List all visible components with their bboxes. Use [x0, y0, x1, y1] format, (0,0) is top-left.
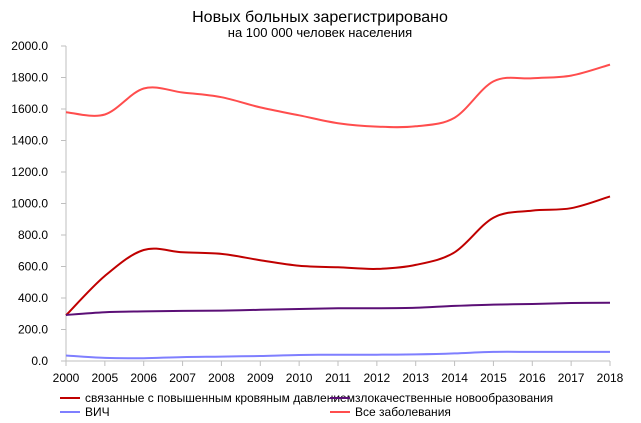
x-tick-label: 2015 [480, 371, 507, 385]
x-tick-label: 2014 [441, 371, 468, 385]
legend-label-1: злокачественные новообразования [355, 391, 553, 405]
y-tick-label: 600.0 [18, 260, 48, 274]
legend-item-3: Все заболевания [330, 405, 451, 419]
x-tick-label: 2007 [169, 371, 196, 385]
series-line-1 [65, 301, 611, 316]
series-line-2 [65, 350, 610, 360]
x-tick-label: 2000 [53, 371, 80, 385]
chart-subtitle: на 100 000 человек населения [228, 25, 412, 40]
x-tick-label: 2006 [130, 371, 157, 385]
x-tick-label: 2010 [286, 371, 313, 385]
x-tick-label: 2017 [558, 371, 585, 385]
y-tick-label: 800.0 [18, 228, 48, 242]
legend-item-1: злокачественные новообразования [330, 391, 553, 405]
y-axis: 0.0 200.0 400.0 600.0 800.0 1000.0 1200.0 1400.… [11, 39, 67, 368]
y-tick-label: 400.0 [18, 291, 48, 305]
y-tick-label: 1600.0 [11, 102, 48, 116]
legend-label-3: Все заболевания [355, 405, 451, 419]
x-tick-label: 2009 [247, 371, 274, 385]
y-tick-label: 1400.0 [11, 134, 48, 148]
y-tick-label: 2000.0 [11, 39, 48, 53]
legend: связанные с повышенным кровяным давление… [60, 391, 553, 419]
y-tick-label: 0.0 [31, 354, 48, 368]
x-tick-label: 2016 [519, 371, 546, 385]
chart-title: Новых больных зарегистрировано [192, 9, 448, 26]
y-tick-label: 1000.0 [11, 197, 48, 211]
series-line-0 [65, 195, 611, 317]
x-axis: 2000 2005 2006 2007 2008 2009 2010 2011 2012 2013… [53, 360, 624, 385]
series-lines [65, 63, 611, 360]
y-tick-label: 1200.0 [11, 165, 48, 179]
legend-label-2: ВИЧ [85, 405, 110, 419]
x-tick-label: 2013 [402, 371, 429, 385]
x-tick-label: 2018 [597, 371, 624, 385]
x-tick-label: 2008 [208, 371, 235, 385]
legend-item-0: связанные с повышенным кровяным давление… [60, 391, 355, 405]
series-line-3 [65, 63, 611, 129]
legend-label-0: связанные с повышенным кровяным давление… [85, 391, 355, 405]
x-tick-label: 2012 [364, 371, 391, 385]
x-tick-label: 2005 [92, 371, 119, 385]
x-tick-label: 2011 [325, 371, 351, 385]
legend-item-2: ВИЧ [60, 405, 110, 419]
y-tick-label: 200.0 [18, 323, 48, 337]
y-tick-label: 1800.0 [11, 71, 48, 85]
